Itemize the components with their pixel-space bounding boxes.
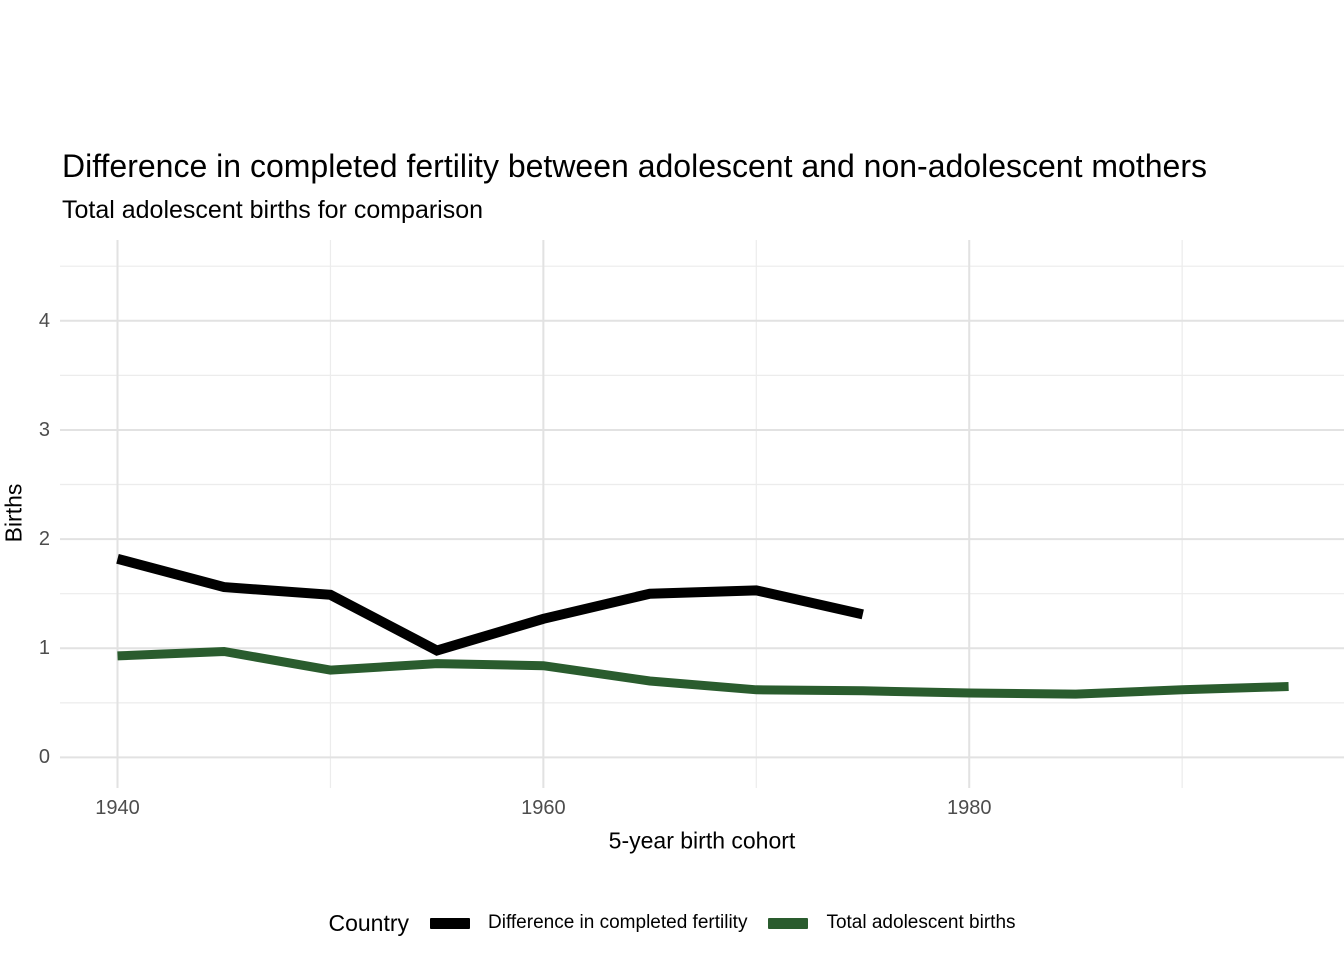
- chart-title: Difference in completed fertility betwee…: [62, 148, 1207, 184]
- y-tick-label: 4: [38, 309, 50, 332]
- legend-label-difference: Difference in completed fertility: [488, 912, 748, 933]
- plot-area-svg: [60, 240, 1344, 788]
- legend-item-total: Total adolescent births: [768, 912, 1016, 934]
- legend-item-difference: Difference in completed fertility: [430, 912, 747, 934]
- y-tick-label: 3: [38, 418, 50, 441]
- y-tick-label: 1: [38, 637, 50, 660]
- chart-subtitle: Total adolescent births for comparison: [62, 196, 484, 224]
- plot-panel: [60, 240, 1344, 788]
- x-tick-label: 1940: [95, 797, 140, 819]
- x-tick-label: 1960: [521, 797, 566, 819]
- legend: Country Difference in completed fertilit…: [0, 903, 1344, 943]
- legend-label-total: Total adolescent births: [826, 912, 1016, 933]
- legend-key-total-swatch: [768, 917, 809, 929]
- x-axis-title: 5-year birth cohort: [608, 827, 796, 854]
- series-line-difference: [116, 553, 864, 656]
- legend-key-difference-swatch: [430, 917, 471, 929]
- y-axis-title: Births: [0, 483, 27, 543]
- x-tick-label: 1980: [946, 797, 992, 819]
- series-line-total: [117, 646, 1289, 699]
- y-tick-label: 0: [38, 746, 50, 769]
- y-tick-label: 2: [38, 528, 50, 551]
- legend-title: Country: [328, 909, 410, 936]
